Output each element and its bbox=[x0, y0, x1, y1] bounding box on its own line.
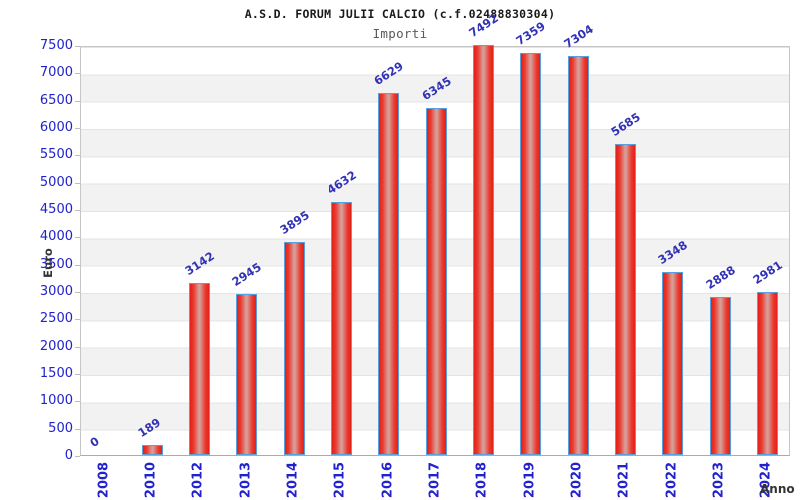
y-tick-label: 6500 bbox=[39, 92, 73, 108]
bar-value-label: 2888 bbox=[703, 262, 738, 292]
bar bbox=[520, 53, 541, 455]
bar-value-label: 2945 bbox=[229, 259, 264, 289]
x-tick-label: 2018 bbox=[474, 461, 490, 499]
bar-value-label: 7359 bbox=[513, 18, 548, 48]
x-tick-label: 2010 bbox=[143, 461, 159, 499]
y-tick-label: 7000 bbox=[39, 65, 73, 81]
y-axis-title: Euro bbox=[41, 248, 55, 278]
x-axis-title: Anno bbox=[760, 482, 795, 496]
y-tick-mark bbox=[75, 155, 80, 157]
y-tick-mark bbox=[75, 346, 80, 348]
bar-value-label: 0 bbox=[87, 433, 102, 450]
bar-value-label: 3348 bbox=[655, 237, 690, 267]
bar-value-label: 2981 bbox=[750, 257, 785, 287]
x-tick-label: 2016 bbox=[380, 461, 396, 499]
y-tick-mark bbox=[75, 264, 80, 266]
y-tick-label: 7500 bbox=[39, 38, 73, 53]
bar-value-label: 6345 bbox=[419, 73, 454, 103]
bar-value-label: 5685 bbox=[608, 109, 643, 139]
y-tick-label: 3000 bbox=[39, 284, 73, 299]
x-tick-label: 2020 bbox=[569, 461, 585, 499]
x-tick-label: 2015 bbox=[332, 461, 348, 499]
bar bbox=[142, 445, 163, 455]
bar bbox=[710, 297, 731, 455]
bar-value-label: 6629 bbox=[371, 58, 406, 88]
x-tick-label: 2017 bbox=[427, 461, 443, 499]
bar bbox=[236, 294, 257, 455]
y-tick-label: 500 bbox=[48, 420, 73, 436]
bar-value-label: 4632 bbox=[324, 167, 359, 197]
y-tick-mark bbox=[75, 374, 80, 375]
y-tick-mark bbox=[75, 46, 80, 47]
x-tick-label: 2019 bbox=[522, 461, 538, 499]
bar bbox=[473, 45, 494, 455]
x-tick-label: 2013 bbox=[238, 461, 254, 499]
y-tick-label: 2500 bbox=[39, 311, 73, 327]
x-tick-label: 2023 bbox=[711, 461, 727, 499]
y-tick-label: 1500 bbox=[39, 366, 73, 381]
x-tick-label: 2008 bbox=[96, 461, 112, 499]
bar bbox=[378, 93, 399, 455]
y-tick-label: 4000 bbox=[39, 229, 73, 245]
bar bbox=[331, 202, 352, 455]
y-tick-mark bbox=[75, 319, 80, 321]
y-tick-label: 6000 bbox=[39, 120, 73, 135]
y-tick-mark bbox=[75, 237, 80, 239]
y-tick-mark bbox=[75, 210, 80, 211]
bar-value-label: 189 bbox=[135, 415, 164, 440]
y-tick-label: 4500 bbox=[39, 202, 73, 217]
y-tick-label: 3500 bbox=[39, 256, 73, 272]
bar bbox=[568, 56, 589, 455]
x-tick-label: 2014 bbox=[285, 461, 301, 499]
y-tick-label: 1000 bbox=[39, 393, 73, 409]
chart-title: A.S.D. FORUM JULII CALCIO (c.f.024888303… bbox=[244, 7, 556, 21]
x-tick-label: 2012 bbox=[190, 461, 206, 499]
y-tick-mark bbox=[75, 128, 80, 129]
y-tick-mark bbox=[75, 73, 80, 75]
y-tick-label: 5000 bbox=[39, 174, 73, 190]
y-tick-mark bbox=[75, 428, 80, 430]
chart-subtitle: Importi bbox=[372, 26, 428, 41]
x-tick-label: 2022 bbox=[664, 461, 680, 499]
y-tick-mark bbox=[75, 292, 80, 293]
y-tick-mark bbox=[75, 456, 80, 457]
bar bbox=[662, 272, 683, 455]
y-tick-mark bbox=[75, 182, 80, 184]
bar bbox=[757, 292, 778, 455]
bar-value-label: 3142 bbox=[182, 248, 217, 278]
bar-value-label: 3895 bbox=[277, 207, 312, 237]
plot-area: 0 189 3142 2945 3895 4632 6629 6345 7492 7359 7304… bbox=[80, 11, 790, 456]
y-tick-mark bbox=[75, 401, 80, 403]
y-tick-label: 2000 bbox=[39, 338, 73, 354]
x-tick-label: 2021 bbox=[616, 461, 632, 499]
y-tick-mark bbox=[75, 100, 80, 102]
bar bbox=[426, 108, 447, 455]
bar bbox=[189, 283, 210, 455]
bar bbox=[284, 242, 305, 455]
y-tick-label: 0 bbox=[64, 448, 73, 463]
y-tick-label: 5500 bbox=[39, 147, 73, 163]
bar bbox=[615, 144, 636, 455]
